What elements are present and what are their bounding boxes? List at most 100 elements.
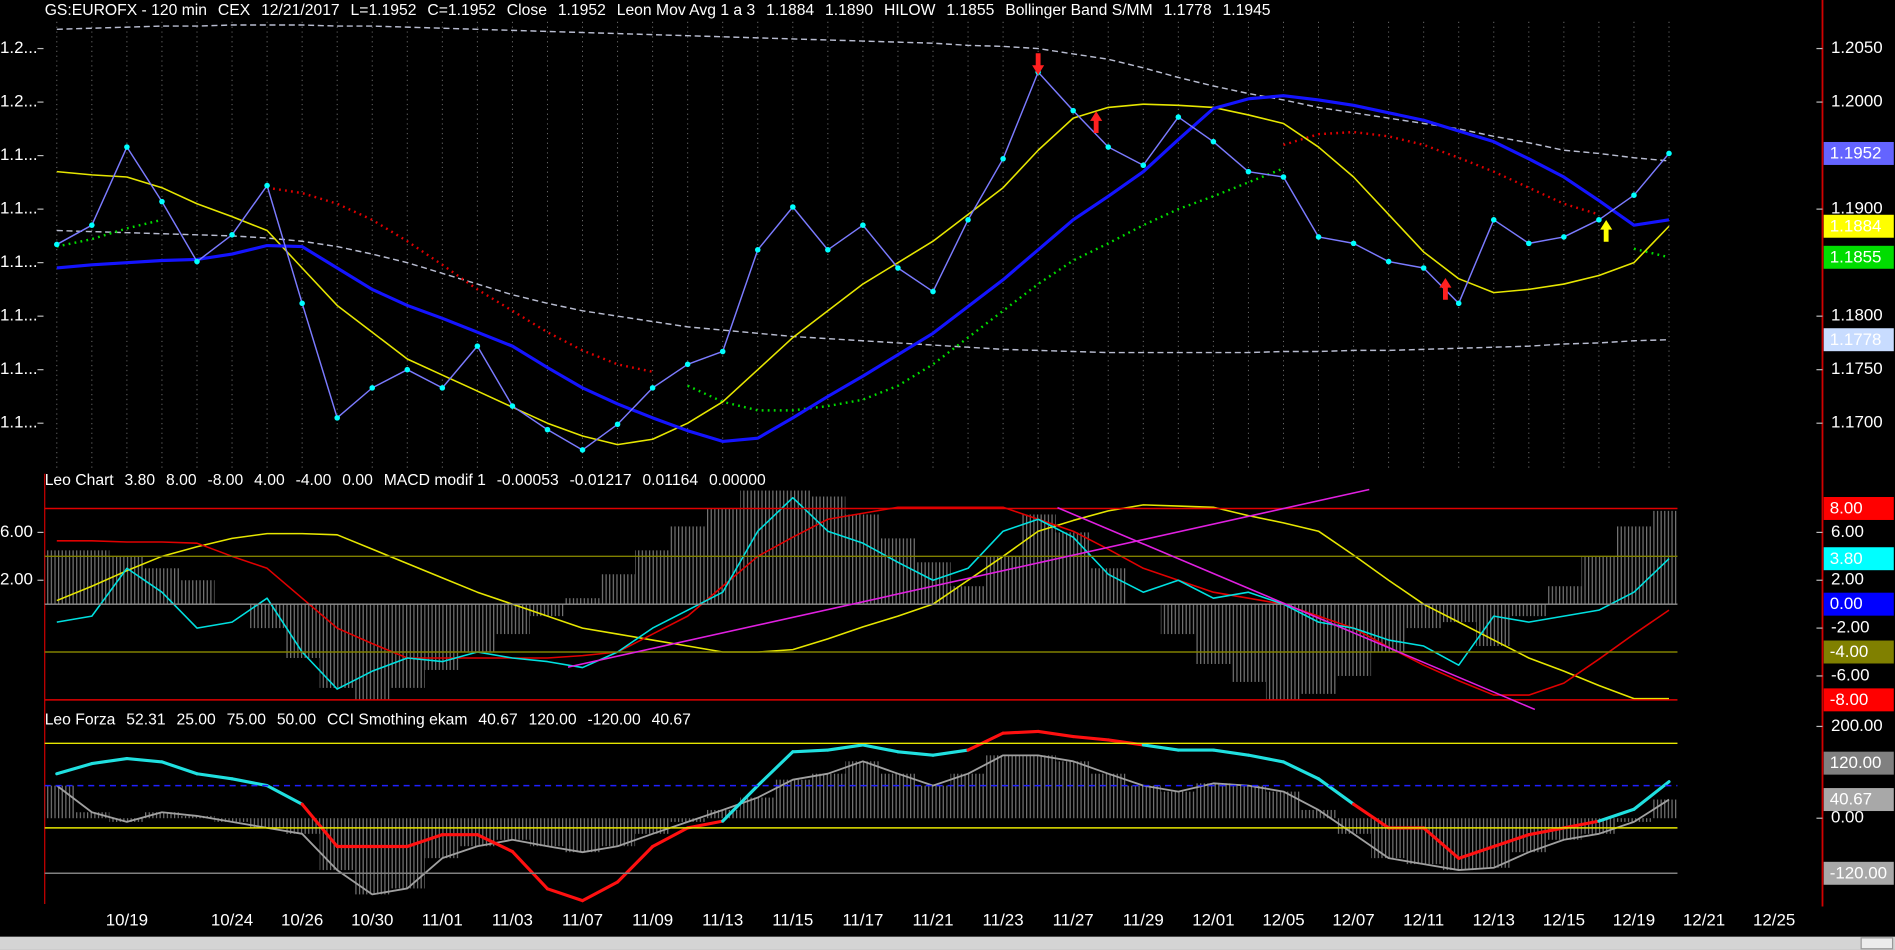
price-point — [54, 241, 60, 248]
series-segment — [615, 844, 655, 884]
price-point — [1210, 138, 1217, 145]
price-point — [1000, 156, 1006, 162]
series-segment — [125, 756, 164, 764]
series-segment — [861, 743, 900, 754]
histogram-bar — [1441, 818, 1477, 871]
x-tick-label: 11/27 — [1053, 910, 1094, 929]
price-point — [1175, 114, 1182, 120]
panel — [44, 729, 1678, 903]
histogram-bar — [1300, 604, 1337, 694]
header-item: MACD modif 1 — [384, 472, 486, 489]
badge-label: 1.1855 — [1830, 247, 1882, 266]
series-segment — [1597, 807, 1636, 823]
histogram-bar — [775, 490, 811, 605]
price-point — [334, 415, 340, 421]
series-segment — [686, 819, 725, 830]
histogram-bar — [249, 818, 285, 828]
price-point — [1350, 240, 1357, 247]
header-item: 40.67 — [652, 711, 691, 728]
header-item: 0.00 — [342, 472, 373, 489]
price-point — [1105, 144, 1112, 150]
series-segment — [1316, 777, 1356, 806]
price-point — [1666, 150, 1672, 157]
value-badge — [1823, 640, 1894, 664]
panel — [54, 24, 1672, 453]
left-tick-label: 1.1... — [0, 413, 38, 432]
x-tick-label: 11/17 — [842, 910, 883, 929]
header-item: 4.00 — [254, 472, 285, 489]
badge-label: 40.67 — [1830, 790, 1872, 809]
series-segment — [1211, 748, 1250, 757]
series-segment — [1457, 844, 1496, 860]
histogram-bar — [44, 785, 75, 819]
histogram-bar — [74, 812, 110, 819]
scrollbar-thumb[interactable] — [1860, 937, 1894, 950]
histogram-bar — [179, 580, 215, 605]
series-segment — [1632, 780, 1671, 811]
histogram-bar — [950, 773, 986, 819]
x-tick-label: 12/05 — [1262, 910, 1304, 929]
left-tick-label: 6.00 — [0, 522, 33, 541]
series-segment — [791, 748, 830, 754]
trend-line — [567, 488, 1370, 668]
histogram-bar — [1020, 755, 1056, 819]
y-tick-label: 200.00 — [1831, 716, 1883, 735]
header-item: 40.67 — [478, 711, 517, 728]
price-point — [790, 204, 796, 210]
histogram-bar — [1265, 791, 1301, 819]
header-item: 0.00000 — [709, 472, 766, 489]
left-tick-label: 2.00 — [0, 570, 33, 589]
histogram-bar — [1546, 586, 1582, 605]
price-point — [474, 343, 481, 349]
histogram-bar — [179, 815, 215, 819]
left-tick-label: 1.2... — [0, 38, 38, 57]
x-tick-label: 11/29 — [1123, 910, 1164, 929]
badge-label: 1.1952 — [1830, 144, 1882, 163]
value-badge — [1823, 547, 1894, 571]
price-point — [1315, 234, 1322, 240]
value-badge — [1823, 141, 1894, 165]
series-segment — [651, 826, 690, 849]
y-tick-label: 1.1750 — [1831, 359, 1883, 378]
series-segment — [896, 750, 935, 757]
price-point — [439, 385, 446, 391]
histogram-bar — [389, 818, 425, 889]
series-segment — [580, 880, 620, 903]
header-item: 12/21/2017 — [261, 2, 340, 19]
histogram-bar — [529, 818, 565, 847]
series-line — [56, 496, 1670, 690]
price-point — [614, 421, 621, 428]
histogram-bar — [810, 496, 846, 605]
histogram-bar — [564, 818, 601, 853]
series-segment — [1492, 833, 1531, 849]
header-item: -120.00 — [587, 711, 641, 728]
series-line — [56, 94, 1670, 443]
header-item: C=1.1952 — [427, 2, 496, 19]
price-point — [194, 258, 200, 265]
header-item: 1.1855 — [946, 2, 994, 19]
x-tick-label: 11/03 — [492, 910, 533, 929]
header-item: 1.1890 — [825, 2, 873, 19]
histogram-bar — [1371, 818, 1407, 859]
series-segment — [510, 850, 550, 891]
series-segment — [966, 731, 1005, 752]
x-tick-label: 12/01 — [1192, 910, 1234, 929]
header-item: Leon Mov Avg 1 a 3 — [617, 2, 756, 19]
price-point — [1596, 217, 1602, 223]
series-segment — [230, 777, 269, 788]
value-badge — [1823, 688, 1894, 712]
badge-label: 8.00 — [1830, 499, 1863, 518]
histogram-bar — [1406, 818, 1442, 865]
signal-arrow — [1600, 219, 1613, 242]
y-tick-label: 1.1900 — [1831, 199, 1883, 218]
value-badge — [1823, 496, 1894, 520]
scrollbar[interactable] — [0, 936, 1895, 950]
histogram-bar — [1371, 604, 1407, 653]
price-point — [930, 288, 936, 295]
trend-line — [1057, 506, 1536, 711]
series-segment — [826, 743, 865, 752]
header-item: Close — [507, 2, 547, 19]
histogram-bar — [564, 598, 601, 605]
plot-layer: GS:EUROFX - 120 min CEX 12/21/2017 L=1.1952… — [0, 2, 1894, 929]
histogram-bar — [144, 812, 180, 819]
